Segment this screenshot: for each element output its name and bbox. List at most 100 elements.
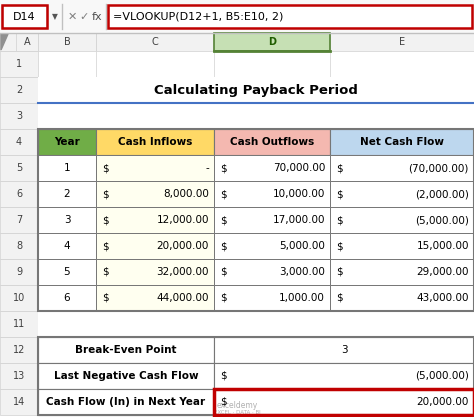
Text: $: $ [220, 267, 227, 277]
Text: A: A [24, 37, 30, 47]
Bar [0, 155, 38, 181]
Text: 2: 2 [64, 189, 70, 199]
Bar [0, 363, 38, 389]
Text: Net Cash Flow: Net Cash Flow [360, 137, 444, 147]
Bar [96, 33, 214, 51]
Text: (5,000.00): (5,000.00) [415, 371, 469, 381]
Text: $: $ [220, 189, 227, 199]
Text: $: $ [102, 163, 109, 173]
Bar [96, 259, 214, 285]
Bar [214, 363, 474, 389]
Bar [330, 103, 474, 129]
Text: ▼: ▼ [52, 12, 58, 21]
Text: $: $ [220, 215, 227, 225]
Text: (5,000.00): (5,000.00) [415, 215, 469, 225]
Bar [0, 129, 38, 155]
Bar [330, 259, 474, 285]
Bar [38, 103, 96, 129]
Bar [0, 285, 38, 311]
Bar [96, 389, 214, 415]
Bar [96, 155, 214, 181]
Bar [2, 5, 47, 28]
Text: 3: 3 [341, 345, 347, 355]
Bar [214, 181, 330, 207]
Bar [38, 337, 474, 415]
Text: -: - [205, 163, 209, 173]
Bar [96, 207, 214, 233]
Text: $: $ [220, 397, 227, 407]
Text: $: $ [102, 189, 109, 199]
Text: $: $ [336, 189, 343, 199]
Text: $: $ [336, 241, 343, 251]
Text: $: $ [336, 293, 343, 303]
Text: 3: 3 [64, 215, 70, 225]
Bar [96, 77, 214, 103]
Bar [330, 129, 474, 155]
Text: 6: 6 [16, 189, 22, 199]
Bar [38, 181, 96, 207]
Text: ✕: ✕ [67, 12, 77, 22]
Bar [0, 181, 38, 207]
Bar [330, 181, 474, 207]
Bar [96, 129, 214, 155]
Text: $: $ [336, 163, 343, 173]
Bar [214, 155, 330, 181]
Text: 15,000.00: 15,000.00 [417, 241, 469, 251]
Text: Year: Year [54, 137, 80, 147]
Bar [214, 129, 330, 155]
Bar [38, 181, 96, 207]
Text: exceldemy: exceldemy [216, 402, 258, 410]
Bar [214, 389, 474, 415]
Text: $: $ [336, 215, 343, 225]
Text: 5: 5 [16, 163, 22, 173]
Text: 29,000.00: 29,000.00 [417, 267, 469, 277]
Text: 43,000.00: 43,000.00 [417, 293, 469, 303]
Bar [0, 389, 38, 415]
Bar [96, 155, 214, 181]
Text: ✓: ✓ [79, 12, 89, 22]
Bar [38, 363, 214, 389]
Bar [0, 103, 38, 129]
Bar [96, 51, 214, 77]
Bar [214, 337, 474, 363]
Text: 8,000.00: 8,000.00 [163, 189, 209, 199]
Bar [38, 389, 214, 415]
Bar [330, 33, 474, 51]
Bar [214, 389, 330, 415]
Bar [96, 103, 214, 129]
Text: 70,000.00: 70,000.00 [273, 163, 325, 173]
Text: E: E [399, 37, 405, 47]
Bar [330, 129, 474, 155]
Text: 11: 11 [13, 319, 25, 329]
Text: Break-Even Point: Break-Even Point [75, 345, 177, 355]
Bar [96, 233, 214, 259]
Bar [0, 259, 38, 285]
Text: 4: 4 [16, 137, 22, 147]
Text: D: D [268, 37, 276, 47]
Bar [38, 129, 474, 311]
Bar [214, 207, 330, 233]
Bar [330, 207, 474, 233]
Bar [38, 103, 474, 129]
Bar [96, 285, 214, 311]
Bar [108, 5, 472, 28]
Bar [96, 285, 214, 311]
Bar [96, 337, 214, 363]
Text: 20,000.00: 20,000.00 [156, 241, 209, 251]
Text: 3,000.00: 3,000.00 [279, 267, 325, 277]
Text: C: C [152, 37, 158, 47]
Bar [0, 311, 38, 337]
Bar [0, 207, 38, 233]
Bar [214, 311, 330, 337]
Bar [38, 259, 96, 285]
Text: 7: 7 [16, 215, 22, 225]
Text: Cash Outflows: Cash Outflows [230, 137, 314, 147]
Text: EXCEL · DATA · BI: EXCEL · DATA · BI [214, 409, 260, 414]
Bar [38, 155, 96, 181]
Text: $: $ [336, 267, 343, 277]
Bar [0, 33, 38, 51]
Text: =VLOOKUP(D12+1, B5:E10, 2): =VLOOKUP(D12+1, B5:E10, 2) [113, 12, 283, 22]
Bar [214, 337, 330, 363]
Bar [96, 363, 214, 389]
Text: 1: 1 [64, 163, 70, 173]
